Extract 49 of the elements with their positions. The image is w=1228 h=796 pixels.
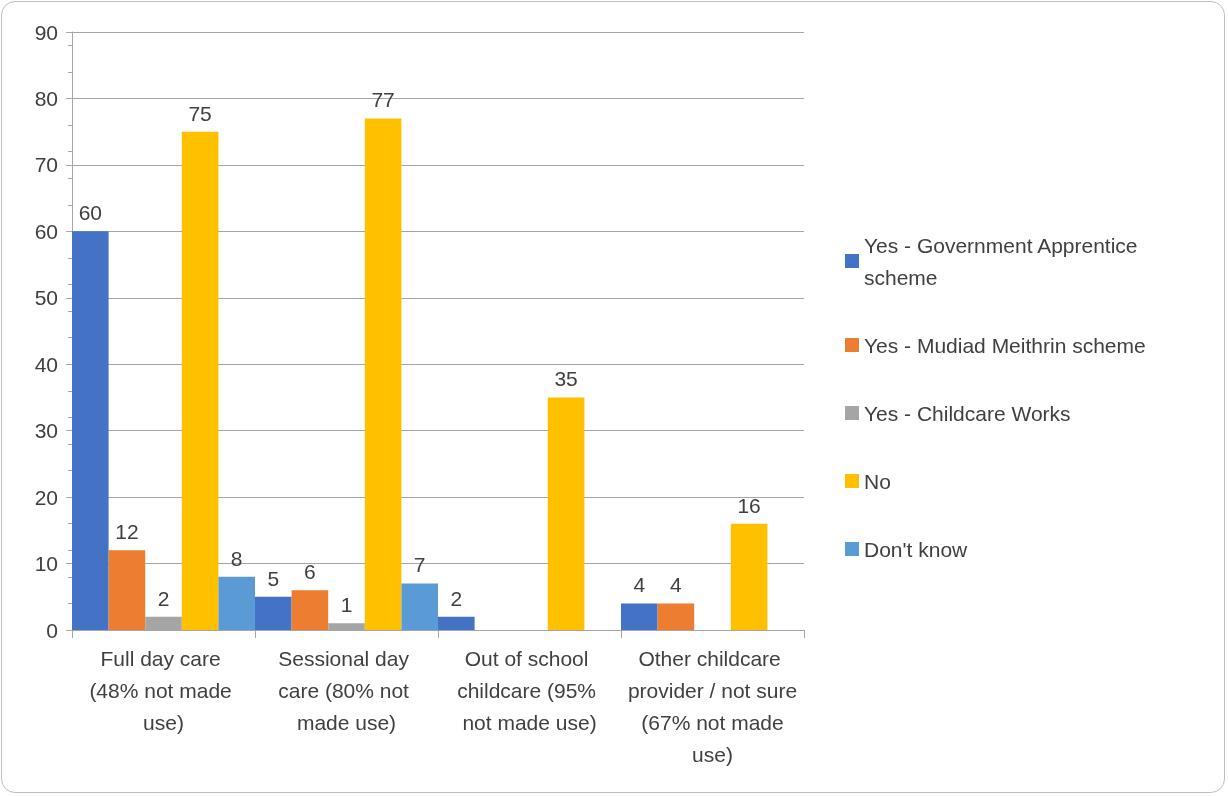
bar bbox=[72, 231, 109, 630]
x-tick-label: Out of school childcare (95% not made use) bbox=[457, 646, 602, 734]
data-label: 2 bbox=[157, 586, 170, 610]
x-tick-label: Sessional day care (80% not made use) bbox=[278, 646, 415, 734]
y-tick-label: 20 bbox=[34, 485, 58, 509]
bar bbox=[218, 576, 255, 630]
y-tick-label: 40 bbox=[34, 352, 58, 376]
y-tick-label: 30 bbox=[34, 419, 58, 443]
bar bbox=[145, 616, 182, 630]
data-label: 60 bbox=[78, 201, 102, 225]
bar bbox=[108, 550, 146, 630]
x-tick-label: Other childcare provider / not sure (67% not made use) bbox=[627, 646, 798, 766]
data-label: 8 bbox=[230, 546, 243, 570]
y-tick-label: 80 bbox=[34, 86, 58, 110]
data-label: 12 bbox=[115, 520, 139, 544]
bar bbox=[730, 523, 768, 630]
y-tick-label: 0 bbox=[46, 618, 58, 642]
data-label: 4 bbox=[670, 573, 683, 597]
data-label: 77 bbox=[371, 88, 395, 112]
bar bbox=[621, 603, 658, 630]
data-label: 1 bbox=[340, 593, 353, 617]
data-label: 2 bbox=[450, 586, 463, 610]
data-label: 4 bbox=[633, 573, 646, 597]
data-label: 35 bbox=[554, 367, 578, 391]
y-tick-label: 90 bbox=[34, 20, 58, 44]
data-label: 16 bbox=[737, 493, 761, 517]
legend-label: Don't know bbox=[864, 537, 969, 561]
legend-label: Yes - Childcare Works bbox=[864, 401, 1071, 425]
legend-label: Yes - Government Apprentice scheme bbox=[864, 233, 1144, 289]
y-tick-label: 10 bbox=[34, 552, 58, 576]
y-tick-label: 60 bbox=[34, 219, 58, 243]
bar bbox=[438, 616, 475, 630]
bar bbox=[328, 623, 365, 630]
bar bbox=[291, 590, 329, 630]
x-tick-label: Full day care (48% not made use) bbox=[89, 646, 238, 734]
bar bbox=[181, 131, 219, 630]
bar bbox=[364, 118, 402, 630]
bar bbox=[401, 583, 438, 630]
legend-label: Yes - Mudiad Meithrin scheme bbox=[864, 333, 1146, 357]
data-label: 75 bbox=[188, 101, 212, 125]
data-label: 7 bbox=[413, 553, 426, 577]
data-label: 6 bbox=[304, 560, 316, 584]
bar bbox=[255, 596, 292, 630]
y-tick-label: 50 bbox=[34, 286, 58, 310]
bar bbox=[657, 603, 695, 630]
data-label: 5 bbox=[267, 566, 280, 590]
bar bbox=[547, 397, 585, 630]
legend-label: No bbox=[864, 469, 891, 493]
y-tick-label: 70 bbox=[34, 153, 58, 177]
